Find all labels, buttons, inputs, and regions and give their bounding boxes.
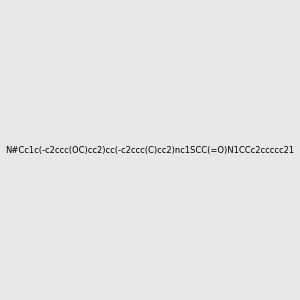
Text: N#Cc1c(-c2ccc(OC)cc2)cc(-c2ccc(C)cc2)nc1SCC(=O)N1CCc2ccccc21: N#Cc1c(-c2ccc(OC)cc2)cc(-c2ccc(C)cc2)nc1… [5, 146, 295, 154]
